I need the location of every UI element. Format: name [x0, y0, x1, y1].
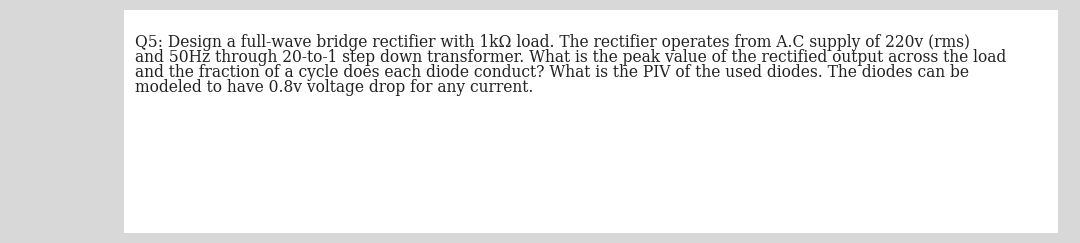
Text: Q5: Design a full-wave bridge rectifier with 1kΩ load. The rectifier operates fr: Q5: Design a full-wave bridge rectifier … — [135, 34, 970, 51]
Text: and 50Hz through 20-to-1 step down transformer. What is the peak value of the re: and 50Hz through 20-to-1 step down trans… — [135, 49, 1007, 66]
Text: and the fraction of a cycle does each diode conduct? What is the PIV of the used: and the fraction of a cycle does each di… — [135, 64, 969, 81]
Text: modeled to have 0.8v voltage drop for any current.: modeled to have 0.8v voltage drop for an… — [135, 79, 534, 96]
